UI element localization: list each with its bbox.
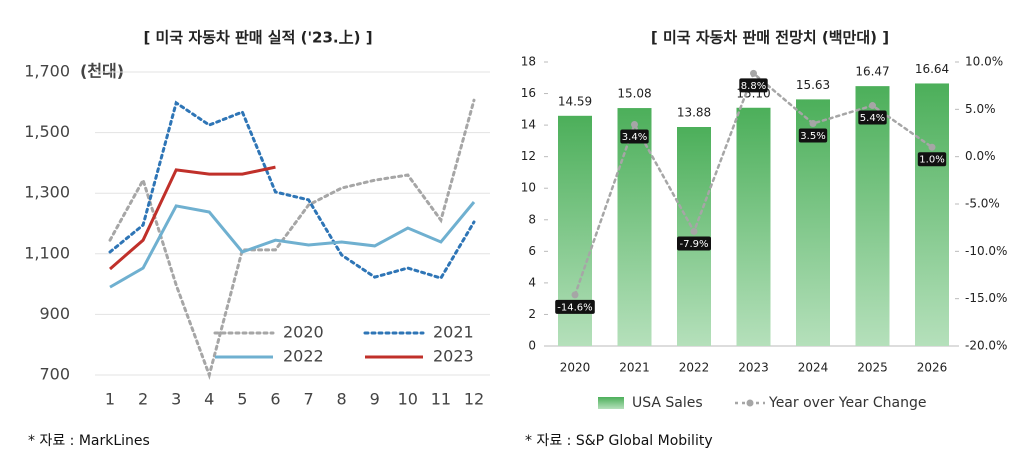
line-point (631, 120, 638, 128)
legend-label: 2021 (433, 323, 474, 342)
y-tick-label: 4 (528, 275, 536, 289)
x-tick-label: 2023 (738, 361, 769, 375)
data-label: 1.0% (919, 155, 944, 166)
y-tick-label: 10 (521, 181, 536, 195)
y-tick-label: 1,700 (24, 62, 70, 81)
x-tick-label: 4 (204, 390, 214, 409)
y-tick-label: 12 (521, 149, 536, 163)
x-tick-label: 10 (398, 390, 418, 409)
y-tick-label: 1,300 (24, 183, 70, 202)
data-label: 15.08 (617, 87, 651, 101)
y-tick-label: 700 (39, 365, 70, 384)
y-tick-label: 1,500 (24, 122, 70, 141)
x-tick-label: 2026 (917, 361, 948, 375)
data-label: 13.88 (677, 106, 711, 120)
data-label-box (798, 128, 828, 143)
chart-title: [ 미국 자동차 판매 실적 ('23.上) ] (143, 29, 372, 47)
y2-tick-label: -5.0% (965, 197, 1000, 211)
data-label-box (739, 78, 768, 93)
y-tick-label: 8 (528, 212, 536, 226)
chart-title: [ 미국 자동차 판매 전망치 (백만대) ] (651, 29, 889, 47)
data-label: 5.4% (860, 113, 885, 124)
data-label-box (555, 299, 595, 314)
y2-tick-label: -20.0% (965, 339, 1007, 353)
bar (855, 86, 890, 346)
data-label-box (677, 236, 711, 251)
y-tick-label: 900 (39, 304, 70, 323)
y-tick-label: 2 (528, 307, 536, 321)
legend-label: 2022 (283, 347, 324, 366)
data-label-box (858, 110, 887, 125)
line-point (809, 120, 817, 128)
x-tick-label: 1 (105, 390, 115, 409)
line-point (690, 227, 698, 235)
y-tick-label: 0 (528, 339, 536, 353)
x-tick-label: 8 (337, 390, 347, 409)
y-tick-label: 1,100 (24, 243, 70, 262)
legend-label: Year over Year Change (768, 395, 926, 411)
x-tick-label: 6 (270, 390, 280, 409)
series-line (108, 98, 476, 380)
bar (915, 83, 949, 347)
line-point (750, 69, 757, 77)
series-line (109, 165, 276, 271)
y-axis-label: (천대) (80, 62, 124, 81)
x-tick-label: 9 (370, 390, 380, 409)
y2-tick-label: 0.0% (965, 149, 996, 163)
line-point (928, 143, 936, 151)
data-label: -14.6% (557, 302, 592, 313)
x-tick-label: 2 (138, 390, 148, 409)
x-tick-label: 2020 (560, 361, 591, 375)
data-label: 3.4% (622, 132, 647, 143)
data-label-box (917, 152, 947, 167)
legend-label: USA Sales (632, 395, 703, 411)
data-label-box (620, 129, 649, 144)
legend-swatch (746, 399, 754, 407)
y2-tick-label: -10.0% (965, 244, 1007, 258)
y-tick-label: 6 (528, 244, 536, 258)
data-label: 14.59 (558, 94, 592, 108)
y2-tick-label: -15.0% (965, 291, 1007, 305)
y2-tick-label: 10.0% (965, 55, 1003, 69)
x-tick-label: 3 (171, 390, 181, 409)
line-point (869, 102, 876, 110)
data-label: -7.9% (679, 239, 708, 250)
line-point (571, 291, 579, 299)
legend-swatch (598, 397, 624, 409)
data-label: 8.8% (741, 81, 766, 92)
bar (736, 107, 771, 346)
source-note: * 자료 : MarkLines (28, 433, 150, 449)
bar (617, 108, 652, 347)
x-tick-label: 2022 (679, 361, 710, 375)
x-tick-label: 5 (237, 390, 247, 409)
y-tick-label: 18 (521, 55, 536, 69)
y-tick-label: 14 (521, 118, 536, 132)
data-label: 16.47 (855, 65, 889, 79)
data-label: 16.64 (915, 62, 949, 76)
x-tick-label: 11 (431, 390, 451, 409)
x-tick-label: 2025 (857, 361, 888, 375)
series-line (108, 100, 476, 280)
x-tick-label: 12 (464, 390, 484, 409)
y2-tick-label: 5.0% (965, 102, 996, 116)
x-tick-label: 7 (303, 390, 313, 409)
y-tick-label: 16 (521, 86, 536, 100)
data-label: 15.63 (796, 78, 830, 92)
legend-label: 2023 (433, 347, 474, 366)
legend-label: 2020 (283, 323, 324, 342)
x-tick-label: 2021 (619, 361, 650, 375)
data-label: 3.5% (800, 131, 825, 142)
series-line (109, 201, 476, 289)
source-note: * 자료 : S&P Global Mobility (525, 433, 713, 449)
x-tick-label: 2024 (798, 361, 829, 375)
